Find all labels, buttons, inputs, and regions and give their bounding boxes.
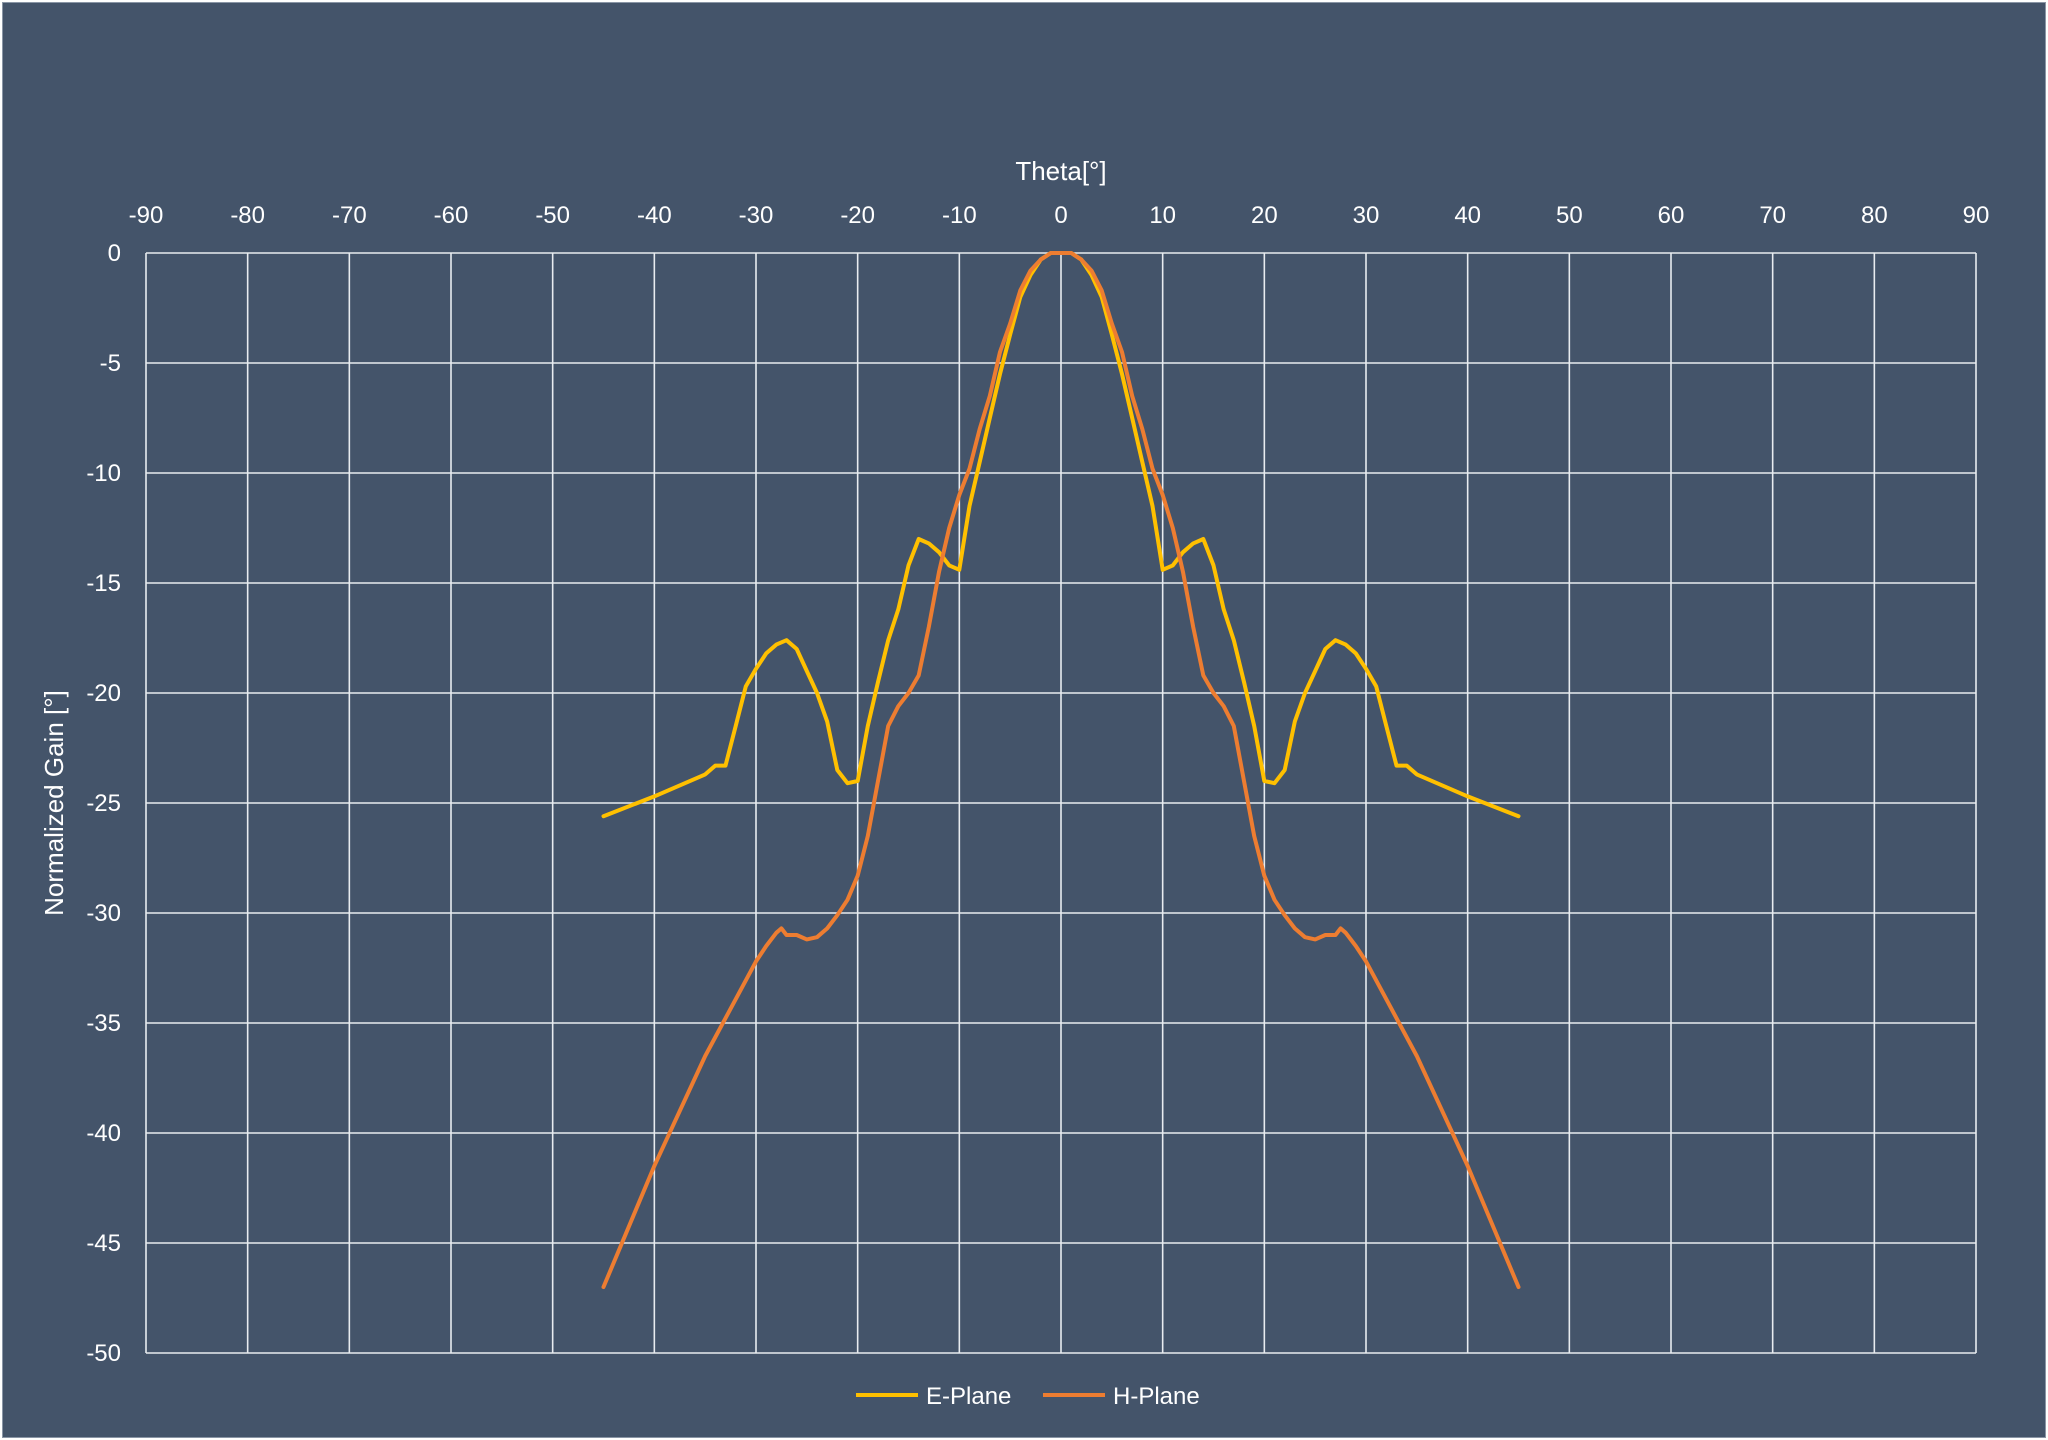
legend: E-Plane H-Plane [856, 1383, 1200, 1410]
x-tick-label: 70 [1759, 202, 1786, 229]
series-lines [601, 251, 1521, 1289]
x-tick-label: 80 [1861, 202, 1888, 229]
x-tick-label: -60 [434, 202, 469, 229]
y-tick-label: -40 [86, 1120, 121, 1147]
y-tick-label: -30 [86, 900, 121, 927]
y-axis-title: Normalized Gain [°] [39, 690, 69, 916]
y-tick-label: -45 [86, 1230, 121, 1257]
y-tick-label: -10 [86, 460, 121, 487]
x-tick-label: 90 [1963, 202, 1990, 229]
x-tick-label: -30 [739, 202, 774, 229]
x-tick-label: -70 [332, 202, 367, 229]
x-tick-labels: -90 -80 -70 -60 -50 -40 -30 -20 -10 0 10 20 30 40 50 60… [129, 202, 1990, 229]
gridlines [145, 252, 1977, 1354]
y-tick-label: -20 [86, 680, 121, 707]
x-tick-label: -50 [535, 202, 570, 229]
y-tick-label: 0 [108, 240, 121, 267]
legend-label-h-plane: H-Plane [1113, 1383, 1200, 1410]
y-tick-label: -50 [86, 1340, 121, 1367]
x-tick-label: 60 [1658, 202, 1685, 229]
x-tick-label: 20 [1251, 202, 1278, 229]
x-tick-label: -20 [840, 202, 875, 229]
y-tick-label: -35 [86, 1010, 121, 1037]
y-tick-labels: 0 -5 -10 -15 -20 -25 -30 -35 -40 -45 -50 [86, 240, 121, 1367]
y-tick-label: -15 [86, 570, 121, 597]
y-tick-label: -5 [100, 350, 121, 377]
x-tick-label: -10 [942, 202, 977, 229]
x-tick-label: 30 [1353, 202, 1380, 229]
x-tick-label: 50 [1556, 202, 1583, 229]
series-line-h-plane [601, 251, 1521, 1289]
x-axis-title: Theta[°] [1015, 156, 1106, 186]
x-tick-label: -90 [129, 202, 164, 229]
x-tick-label: -40 [637, 202, 672, 229]
x-tick-label: 0 [1054, 202, 1067, 229]
line-chart: -90 -80 -70 -60 -50 -40 -30 -20 -10 0 10 20 30 40 50 60… [39, 156, 1990, 1410]
x-tick-label: -80 [230, 202, 265, 229]
y-tick-label: -25 [86, 790, 121, 817]
x-tick-label: 40 [1454, 202, 1481, 229]
legend-label-e-plane: E-Plane [926, 1383, 1011, 1410]
x-tick-label: 10 [1149, 202, 1176, 229]
